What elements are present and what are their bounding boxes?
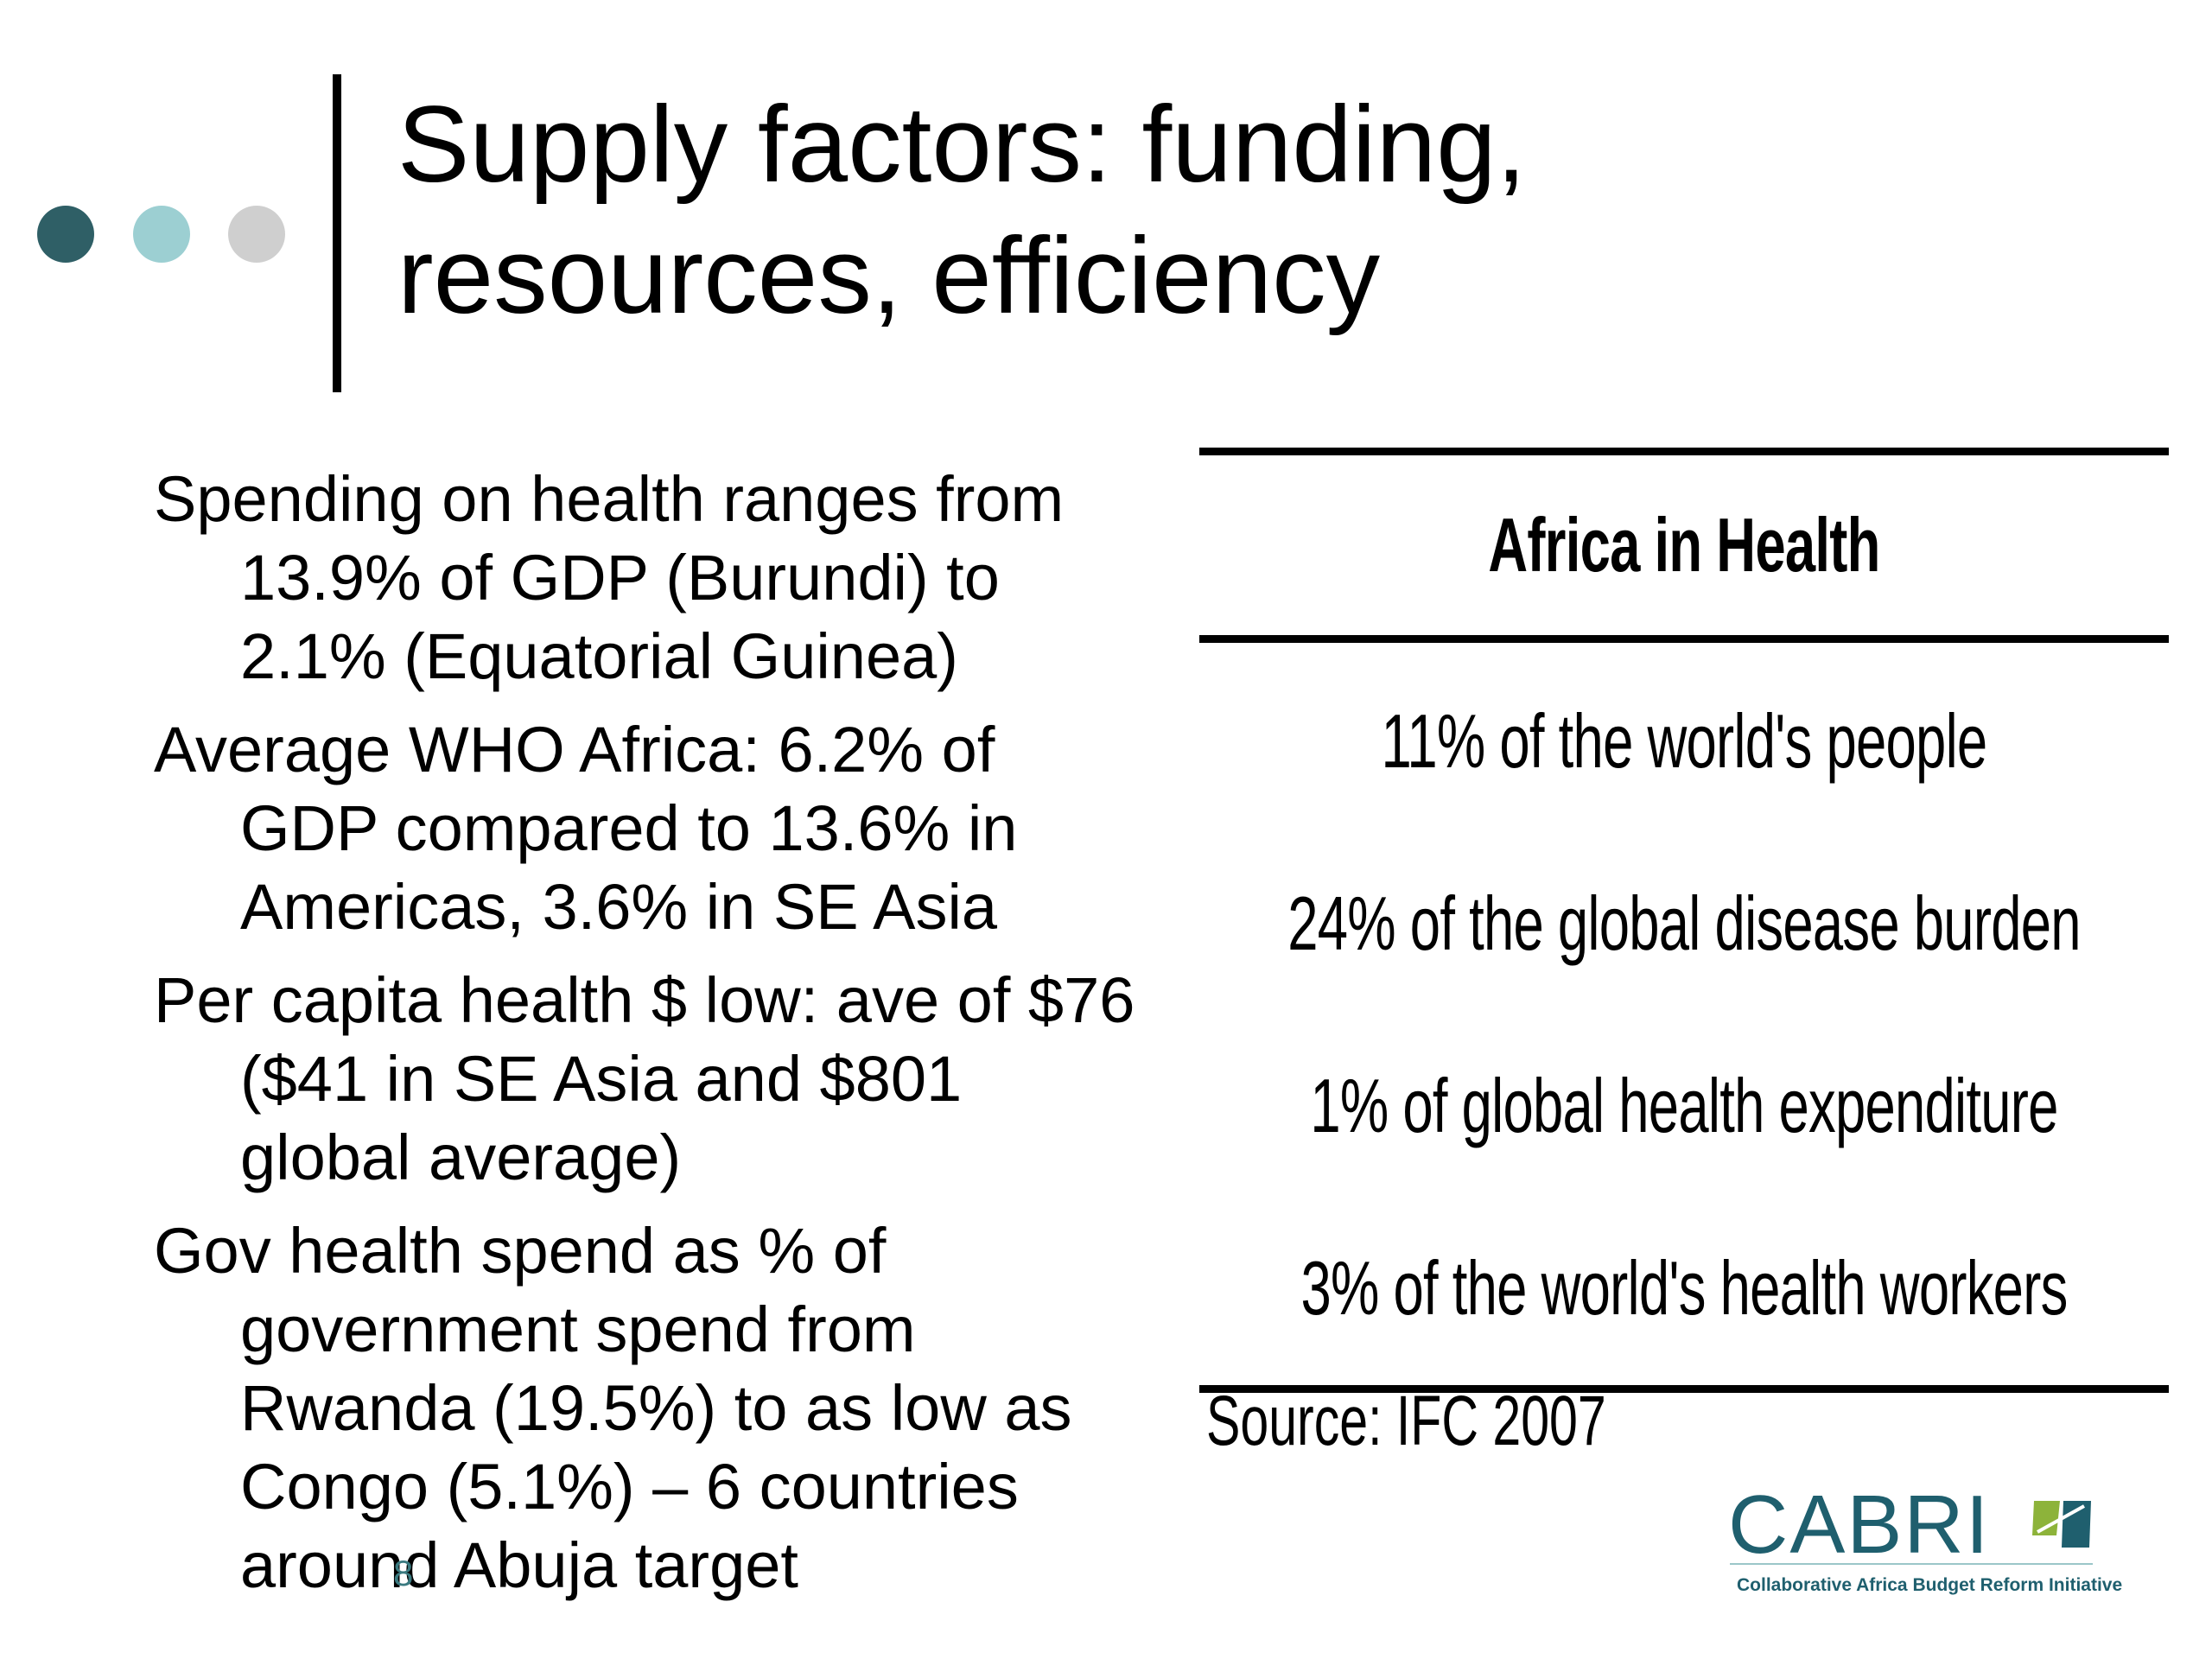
slide-title: Supply factors: funding, resources, effi… (397, 79, 1694, 342)
table-row: 3% of the world's health workers (1300, 1244, 2068, 1331)
grey-dot (228, 206, 285, 263)
bullet-item: Spending on health ranges from 13.9% of … (154, 463, 1065, 692)
logo-tagline: Collaborative Africa Budget Reform Initi… (1737, 1575, 2123, 1595)
bullet-item: Per capita health $ low: ave of $76 ($41… (154, 964, 1135, 1193)
title-line-2: resources, efficiency (397, 216, 1381, 336)
table-bottom-rule (1199, 1385, 2169, 1393)
logo-divider (1730, 1563, 2093, 1565)
table-row: 24% of the global disease burden (1287, 880, 2081, 966)
table-header-rule (1199, 635, 2169, 643)
table-heading: Africa in Health (1488, 502, 1880, 588)
cabri-logo-icon (2032, 1501, 2091, 1548)
table-body: 11% of the world's people 24% of the glo… (1199, 643, 2169, 1385)
africa-health-table: Africa in Health 11% of the world's peop… (1199, 448, 2169, 1393)
title-divider (333, 74, 341, 392)
table-top-rule (1199, 448, 2169, 455)
logo-wordmark: CABRI (1728, 1478, 1991, 1571)
table-row: 11% of the world's people (1381, 697, 1988, 784)
bullet-item: Average WHO Africa: 6.2% of GDP compared… (154, 714, 1018, 943)
table-source: Source: IFC 2007 (1206, 1382, 1606, 1460)
light-teal-dot (133, 206, 190, 263)
dark-teal-dot (37, 206, 94, 263)
title-line-1: Supply factors: funding, (397, 85, 1527, 205)
page-number: 8 (393, 1553, 414, 1593)
cabri-logo: CABRI Collaborative Africa Budget Reform… (1728, 1478, 2122, 1603)
table-row: 1% of global health expenditure (1310, 1062, 2058, 1148)
bullet-item: Gov health spend as % of government spen… (154, 1215, 1072, 1601)
bullet-list: Spending on health ranges from 13.9% of … (154, 460, 1147, 1619)
